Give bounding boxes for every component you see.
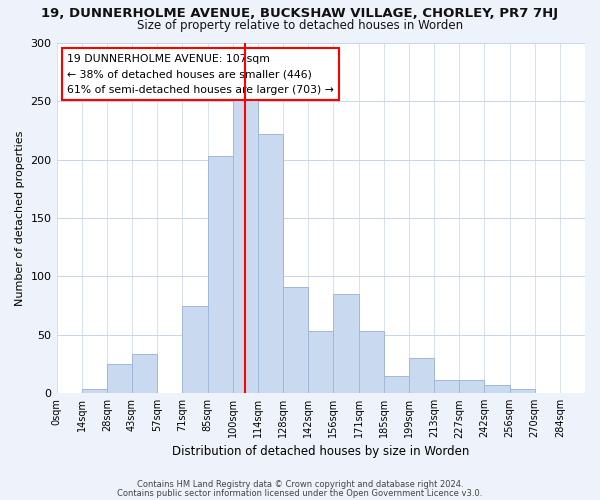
Bar (308, 332, 334, 393)
Bar (258, 134, 283, 393)
Text: Contains public sector information licensed under the Open Government Licence v3: Contains public sector information licen… (118, 488, 482, 498)
Bar (383, 376, 409, 393)
Bar (208, 156, 233, 393)
Text: Size of property relative to detached houses in Worden: Size of property relative to detached ho… (137, 18, 463, 32)
Bar (484, 385, 509, 393)
Bar (132, 354, 157, 393)
Text: 19 DUNNERHOLME AVENUE: 107sqm
← 38% of detached houses are smaller (446)
61% of : 19 DUNNERHOLME AVENUE: 107sqm ← 38% of d… (67, 54, 334, 94)
Y-axis label: Number of detached properties: Number of detached properties (15, 130, 25, 306)
Bar (182, 306, 208, 393)
Text: Contains HM Land Registry data © Crown copyright and database right 2024.: Contains HM Land Registry data © Crown c… (137, 480, 463, 489)
Bar (434, 380, 459, 393)
Bar (459, 380, 484, 393)
Bar (359, 332, 383, 393)
Bar (509, 388, 535, 393)
Bar (82, 388, 107, 393)
Bar (409, 358, 434, 393)
Bar (334, 294, 359, 393)
Bar (283, 287, 308, 393)
Bar (233, 99, 258, 393)
Text: 19, DUNNERHOLME AVENUE, BUCKSHAW VILLAGE, CHORLEY, PR7 7HJ: 19, DUNNERHOLME AVENUE, BUCKSHAW VILLAGE… (41, 8, 559, 20)
X-axis label: Distribution of detached houses by size in Worden: Distribution of detached houses by size … (172, 444, 469, 458)
Bar (107, 364, 132, 393)
